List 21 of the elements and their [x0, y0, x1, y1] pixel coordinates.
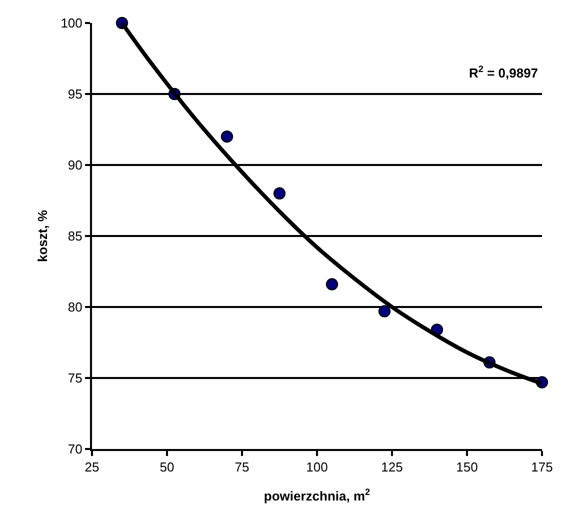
point [378, 305, 391, 318]
y-axis-title: koszt, % [35, 210, 50, 262]
y-tick-label: 90 [68, 158, 82, 173]
x-tick-label: 25 [84, 460, 100, 475]
y-tick-label: 85 [68, 228, 82, 244]
point [220, 130, 234, 143]
y-tick-label: 95 [68, 86, 82, 102]
x-axis-title: powierzchnia, m$^{2}$ [264, 487, 370, 504]
x-tick-label: 125 [381, 460, 403, 475]
y-tick-label: 100 [60, 16, 82, 31]
x-tick-label: 150 [456, 460, 478, 475]
annotation: R$^{2}$ = 0,9897 [469, 64, 538, 80]
point [273, 187, 286, 200]
x-tick-label: 100 [306, 460, 328, 475]
y-tick-label: 70 [68, 442, 82, 457]
y-tick-label: 75 [68, 370, 82, 386]
x-tick-label: 75 [234, 460, 250, 475]
point [326, 278, 338, 290]
x-tick-label: 175 [531, 460, 553, 475]
y-tick-label: 80 [68, 300, 82, 315]
x-tick-label: 50 [160, 460, 174, 475]
